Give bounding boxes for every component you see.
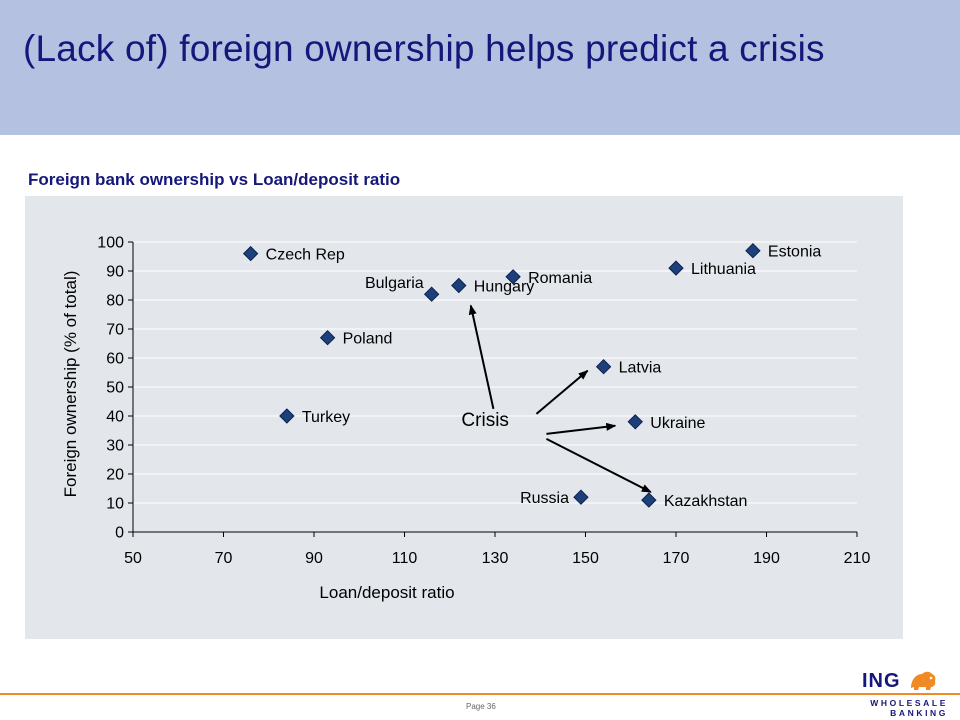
point-turkey	[279, 408, 295, 424]
x-tick-label: 170	[663, 550, 690, 567]
y-axis-label: Foreign ownership (% of total)	[61, 271, 80, 498]
crisis-arrow-ukraine	[546, 422, 617, 435]
slide-title: (Lack of) foreign ownership helps predic…	[23, 28, 825, 69]
crisis-arrow-kazakhstan	[545, 438, 652, 493]
x-tick-label: 210	[844, 550, 871, 567]
point-lithuania	[668, 260, 684, 276]
point-bulgaria	[423, 286, 440, 302]
chart-subtitle: Foreign bank ownership vs Loan/deposit r…	[28, 170, 401, 189]
page-number: Page 36	[466, 702, 496, 711]
y-tick-label: 70	[106, 322, 124, 339]
point-label-poland: Poland	[343, 331, 393, 348]
point-label-latvia: Latvia	[619, 360, 662, 377]
x-tick-label: 70	[215, 550, 233, 567]
y-tick-label: 50	[106, 380, 124, 397]
point-poland	[319, 329, 336, 346]
point-romania	[505, 269, 521, 285]
point-czech-rep	[242, 245, 259, 262]
lion-icon	[911, 671, 936, 690]
crisis-arrow-latvia	[535, 369, 589, 415]
point-label-estonia: Estonia	[768, 244, 821, 261]
y-tick-label: 20	[106, 467, 124, 484]
y-tick-label: 80	[106, 293, 124, 310]
point-label-romania: Romania	[528, 270, 592, 287]
point-latvia	[595, 358, 612, 375]
point-label-czech-rep: Czech Rep	[266, 247, 345, 264]
point-label-turkey: Turkey	[302, 409, 350, 426]
crisis-arrow-hungary	[468, 304, 495, 410]
point-label-russia: Russia	[520, 490, 569, 507]
x-tick-label: 110	[392, 550, 418, 567]
x-tick-label: 150	[572, 550, 599, 567]
logo-brand: ING	[862, 670, 901, 692]
point-kazakhstan	[641, 492, 657, 508]
point-label-lithuania: Lithuania	[691, 261, 756, 278]
point-ukraine	[627, 414, 643, 430]
footer-divider	[0, 693, 960, 695]
y-tick-label: 40	[106, 409, 124, 426]
point-hungary	[451, 277, 467, 294]
point-estonia	[745, 242, 761, 259]
x-tick-label: 190	[753, 550, 780, 567]
x-axis-label: Loan/deposit ratio	[319, 583, 454, 602]
scatter-chart: 0 10 20 30 40 50 60 70 80 90 100 50 70 90 110 130 150 170…	[61, 235, 871, 603]
x-tick-label: 130	[482, 550, 509, 567]
point-label-kazakhstan: Kazakhstan	[664, 493, 748, 510]
y-tick-label: 60	[106, 351, 124, 368]
point-label-hungary: Hungary	[474, 279, 534, 296]
point-label-bulgaria: Bulgaria	[365, 275, 424, 292]
y-tick-label: 90	[106, 264, 124, 281]
point-russia	[573, 489, 589, 505]
y-tick-label: 30	[106, 438, 124, 455]
y-tick-label: 100	[97, 235, 124, 252]
ing-logo: ING WHOLESALE BANKING	[848, 666, 945, 718]
chart-panel	[25, 196, 903, 639]
logo-tagline: WHOLESALE BANKING	[870, 698, 948, 718]
y-tick-label: 0	[115, 525, 124, 542]
header-band	[0, 0, 960, 135]
x-tick-label: 50	[124, 550, 142, 567]
y-tick-label: 10	[106, 496, 124, 513]
crisis-annotation-label: Crisis	[461, 410, 509, 431]
point-label-ukraine: Ukraine	[650, 415, 705, 432]
x-tick-label: 90	[305, 550, 323, 567]
